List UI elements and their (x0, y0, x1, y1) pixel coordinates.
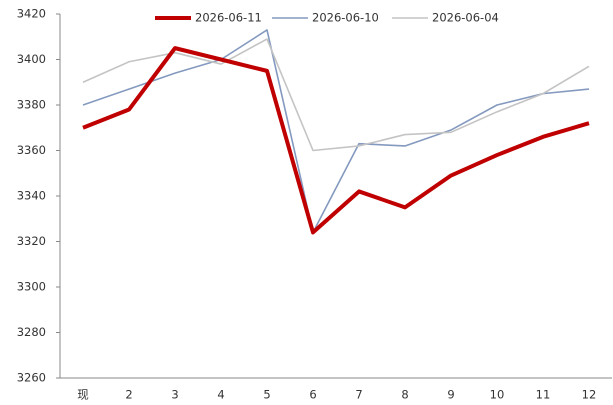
y-tick-label: 3280 (17, 325, 46, 339)
legend-label: 2026-06-04 (432, 11, 499, 25)
y-tick-label: 3300 (17, 280, 46, 294)
y-tick-label: 3260 (17, 371, 46, 385)
y-tick-label: 3400 (17, 52, 46, 66)
x-tick-label: 11 (536, 388, 551, 402)
x-tick-label: 现 (77, 388, 89, 402)
legend-label: 2026-06-11 (195, 11, 262, 25)
x-tick-label: 7 (355, 388, 362, 402)
x-tick-label: 8 (401, 388, 408, 402)
x-tick-label: 5 (263, 388, 270, 402)
x-tick-label: 10 (490, 388, 505, 402)
y-tick-label: 3380 (17, 98, 46, 112)
x-tick-label: 2 (125, 388, 132, 402)
x-tick-label: 9 (447, 388, 454, 402)
x-tick-label: 6 (309, 388, 316, 402)
x-tick-label: 4 (217, 388, 224, 402)
y-tick-label: 3340 (17, 189, 46, 203)
y-tick-label: 3320 (17, 234, 46, 248)
y-tick-label: 3360 (17, 143, 46, 157)
series-line (82, 29, 590, 234)
y-tick-label: 3420 (17, 7, 46, 21)
x-tick-label: 3 (171, 388, 178, 402)
series-line (82, 38, 590, 152)
x-tick-label: 12 (582, 388, 597, 402)
legend-label: 2026-06-10 (312, 11, 379, 25)
series-line (82, 46, 590, 235)
